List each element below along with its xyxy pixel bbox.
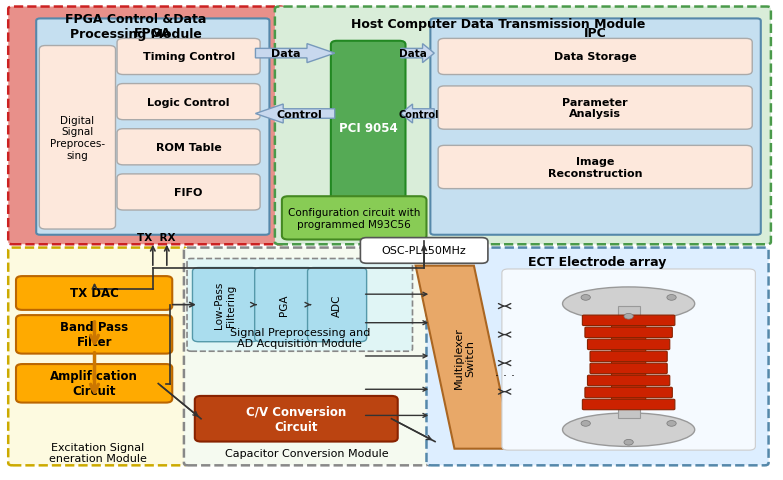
Circle shape bbox=[581, 295, 590, 300]
Text: TX  RX: TX RX bbox=[138, 233, 176, 242]
FancyBboxPatch shape bbox=[431, 19, 761, 235]
FancyBboxPatch shape bbox=[438, 39, 752, 75]
Text: Low-Pass
Filtering: Low-Pass Filtering bbox=[215, 281, 236, 329]
Text: Control: Control bbox=[399, 109, 439, 119]
FancyBboxPatch shape bbox=[331, 42, 406, 216]
FancyBboxPatch shape bbox=[187, 259, 413, 351]
FancyBboxPatch shape bbox=[117, 39, 260, 75]
FancyBboxPatch shape bbox=[308, 268, 366, 342]
Text: ADC: ADC bbox=[332, 294, 342, 316]
FancyBboxPatch shape bbox=[8, 8, 284, 245]
FancyBboxPatch shape bbox=[195, 396, 398, 442]
Text: Configuration circuit with
programmed M93C56: Configuration circuit with programmed M9… bbox=[288, 208, 420, 229]
Ellipse shape bbox=[562, 288, 695, 321]
Text: · · ·: · · · bbox=[495, 369, 514, 382]
FancyBboxPatch shape bbox=[275, 8, 771, 245]
Text: OSC-PLL50MHz: OSC-PLL50MHz bbox=[382, 246, 467, 256]
FancyBboxPatch shape bbox=[502, 269, 756, 450]
FancyBboxPatch shape bbox=[587, 375, 669, 386]
Text: C/V Conversion
Circuit: C/V Conversion Circuit bbox=[246, 405, 346, 433]
FancyBboxPatch shape bbox=[590, 363, 667, 374]
Text: Data Storage: Data Storage bbox=[554, 52, 637, 62]
FancyBboxPatch shape bbox=[612, 319, 646, 407]
FancyBboxPatch shape bbox=[117, 175, 260, 211]
FancyBboxPatch shape bbox=[583, 399, 675, 410]
FancyBboxPatch shape bbox=[438, 146, 752, 189]
Polygon shape bbox=[401, 45, 435, 63]
Text: Image
Reconstruction: Image Reconstruction bbox=[548, 157, 642, 179]
Text: Logic Control: Logic Control bbox=[147, 97, 230, 108]
Text: ECT Electrode array: ECT Electrode array bbox=[529, 256, 666, 269]
Text: Digital
Signal
Preproces-
sing: Digital Signal Preproces- sing bbox=[50, 116, 105, 160]
FancyBboxPatch shape bbox=[587, 339, 669, 350]
Circle shape bbox=[667, 420, 677, 426]
FancyBboxPatch shape bbox=[16, 315, 172, 354]
Text: Data: Data bbox=[271, 49, 301, 59]
Text: FIFO: FIFO bbox=[175, 188, 203, 198]
FancyBboxPatch shape bbox=[16, 364, 172, 403]
FancyBboxPatch shape bbox=[184, 248, 429, 466]
Polygon shape bbox=[255, 105, 335, 124]
Text: FPGA: FPGA bbox=[134, 27, 171, 40]
FancyBboxPatch shape bbox=[360, 238, 488, 264]
Text: Timing Control: Timing Control bbox=[143, 52, 235, 62]
Text: IPC: IPC bbox=[584, 27, 607, 40]
Polygon shape bbox=[416, 266, 513, 449]
FancyBboxPatch shape bbox=[618, 306, 640, 321]
FancyBboxPatch shape bbox=[16, 276, 172, 310]
FancyBboxPatch shape bbox=[117, 84, 260, 120]
Text: FPGA Control &Data
Processing Module: FPGA Control &Data Processing Module bbox=[65, 12, 206, 40]
FancyBboxPatch shape bbox=[117, 130, 260, 166]
Circle shape bbox=[667, 295, 677, 300]
Text: Capacitor Conversion Module: Capacitor Conversion Module bbox=[225, 448, 388, 458]
FancyBboxPatch shape bbox=[36, 19, 269, 235]
Text: Multiplexer
Switch: Multiplexer Switch bbox=[453, 326, 475, 388]
FancyBboxPatch shape bbox=[438, 87, 752, 130]
Circle shape bbox=[624, 440, 633, 445]
FancyBboxPatch shape bbox=[427, 248, 769, 466]
FancyBboxPatch shape bbox=[8, 248, 187, 466]
Circle shape bbox=[624, 314, 633, 320]
Text: Signal Preprocessing and
AD Acquisition Module: Signal Preprocessing and AD Acquisition … bbox=[229, 327, 370, 348]
Text: TX DAC: TX DAC bbox=[70, 287, 118, 300]
Text: Data: Data bbox=[399, 49, 427, 59]
FancyBboxPatch shape bbox=[193, 268, 258, 342]
Text: Band Pass
Filter: Band Pass Filter bbox=[60, 321, 128, 348]
Polygon shape bbox=[401, 105, 435, 124]
Text: Host Computer Data Transmission Module: Host Computer Data Transmission Module bbox=[352, 18, 646, 31]
Circle shape bbox=[581, 420, 590, 426]
Polygon shape bbox=[255, 45, 335, 63]
FancyBboxPatch shape bbox=[585, 387, 673, 398]
Text: Parameter
Analysis: Parameter Analysis bbox=[562, 97, 628, 119]
FancyBboxPatch shape bbox=[590, 351, 667, 362]
Text: PCI 9054: PCI 9054 bbox=[339, 122, 398, 135]
Text: Excitation Signal
eneration Module: Excitation Signal eneration Module bbox=[49, 442, 146, 463]
Text: PGA: PGA bbox=[280, 294, 289, 316]
Text: Control: Control bbox=[276, 109, 322, 119]
FancyBboxPatch shape bbox=[618, 404, 640, 418]
Ellipse shape bbox=[562, 413, 695, 446]
Text: ROM Table: ROM Table bbox=[156, 143, 222, 153]
FancyBboxPatch shape bbox=[583, 315, 675, 326]
FancyBboxPatch shape bbox=[282, 197, 427, 240]
FancyBboxPatch shape bbox=[585, 327, 673, 338]
FancyBboxPatch shape bbox=[39, 47, 116, 229]
FancyBboxPatch shape bbox=[254, 268, 314, 342]
Text: Amplification
Circuit: Amplification Circuit bbox=[50, 370, 138, 397]
